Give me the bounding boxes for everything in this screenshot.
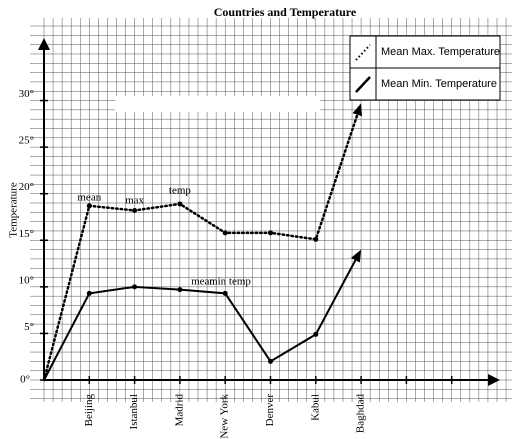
point bbox=[313, 236, 319, 242]
legend-box bbox=[349, 35, 501, 69]
y-axis-label: Temperature bbox=[8, 182, 20, 238]
point bbox=[86, 203, 92, 209]
x-tick-label: Istanbul bbox=[128, 394, 140, 429]
annotation: temp bbox=[169, 185, 191, 197]
point bbox=[177, 201, 183, 207]
point bbox=[268, 358, 273, 364]
x-tick-label: Madrid bbox=[173, 394, 185, 427]
point bbox=[86, 290, 92, 296]
annotation: mean bbox=[77, 192, 101, 204]
legend-label: Mean Max. Temperature bbox=[381, 46, 500, 58]
point bbox=[177, 287, 183, 293]
x-tick-label: Denver bbox=[264, 394, 276, 427]
point bbox=[313, 331, 319, 337]
y-axis-arrow bbox=[38, 38, 50, 50]
point bbox=[132, 207, 138, 213]
legend-swatch bbox=[355, 76, 371, 93]
point bbox=[222, 230, 228, 236]
x-tick-label: Beijing bbox=[83, 394, 95, 427]
blank-area bbox=[115, 96, 320, 112]
y-tick-label: 10° bbox=[19, 274, 34, 286]
series-line bbox=[43, 255, 359, 381]
y-tick-label: 5° bbox=[24, 321, 34, 333]
point bbox=[222, 290, 228, 296]
y-tick-label: 20° bbox=[19, 181, 34, 193]
legend-label: Mean Min. Temperature bbox=[381, 78, 497, 90]
y-tick-label: 30° bbox=[19, 88, 34, 100]
y-tick-label: 25° bbox=[19, 135, 34, 147]
y-tick-label: 0° bbox=[20, 374, 30, 386]
annotation: max bbox=[125, 195, 144, 207]
legend-swatch bbox=[355, 44, 371, 61]
x-tick-label: Kabul bbox=[309, 394, 321, 421]
x-tick-label: New York bbox=[219, 394, 231, 439]
chart-title: Countries and Temperature bbox=[214, 5, 357, 19]
x-tick-label: Baghdad bbox=[355, 394, 367, 434]
y-tick-label: 15° bbox=[19, 228, 34, 240]
series-line bbox=[42, 109, 360, 382]
point bbox=[132, 284, 138, 290]
legend-box bbox=[349, 67, 501, 101]
x-axis-arrow bbox=[488, 374, 500, 386]
annotation: min temp bbox=[209, 276, 251, 288]
arrow-head bbox=[352, 103, 363, 117]
arrow-head bbox=[351, 249, 362, 263]
annotation: mean bbox=[191, 276, 215, 288]
point bbox=[268, 230, 273, 236]
